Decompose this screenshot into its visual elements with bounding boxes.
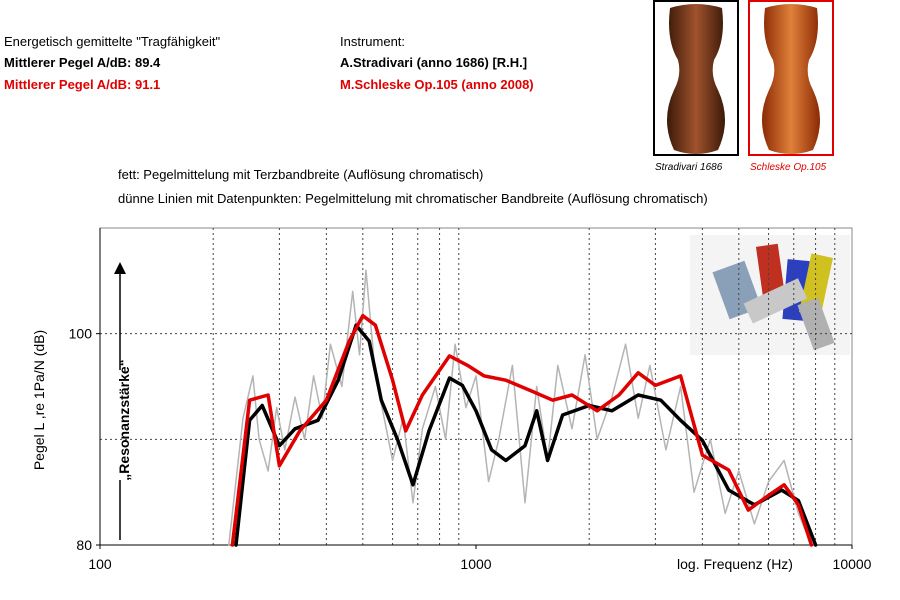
y-tick-label: 80 — [76, 537, 92, 553]
note: dünne Linien mit Datenpunkten: Pegelmitt… — [118, 191, 708, 206]
paint-tubes — [690, 235, 850, 355]
violin — [667, 4, 725, 154]
header-text: Mittlerer Pegel A/dB: 91.1 — [4, 77, 161, 92]
header-text: M.Schleske Op.105 (anno 2008) — [340, 77, 534, 92]
header-text: A.Stradivari (anno 1686) [R.H.] — [340, 55, 528, 70]
x-tick-label: 100 — [88, 556, 112, 572]
y-tick-label: 100 — [69, 326, 93, 342]
header-text: Energetisch gemittelte "Tragfähigkeit" — [4, 34, 221, 49]
violin — [762, 4, 820, 154]
header-text: Mittlerer Pegel A/dB: 89.4 — [4, 55, 161, 70]
x-axis-label: log. Frequenz (Hz) — [677, 556, 793, 572]
arrow-head — [114, 262, 126, 274]
series-line — [230, 313, 814, 547]
photo-caption: Stradivari 1686 — [655, 162, 723, 173]
violin-photos — [653, 0, 834, 156]
header-text: Instrument: — [340, 34, 406, 49]
x-tick-label: 10000 — [833, 556, 872, 572]
series-line — [228, 269, 813, 546]
photo-caption: Schleske Op.105 — [750, 162, 827, 173]
y-axis-label: Pegel L ,re 1Pa/N (dB) — [31, 330, 47, 470]
annotation: „Resonanzstärke“ — [116, 359, 132, 480]
x-tick-label: 1000 — [460, 556, 491, 572]
series-line — [234, 323, 818, 547]
note: fett: Pegelmittelung mit Terzbandbreite … — [118, 167, 484, 182]
